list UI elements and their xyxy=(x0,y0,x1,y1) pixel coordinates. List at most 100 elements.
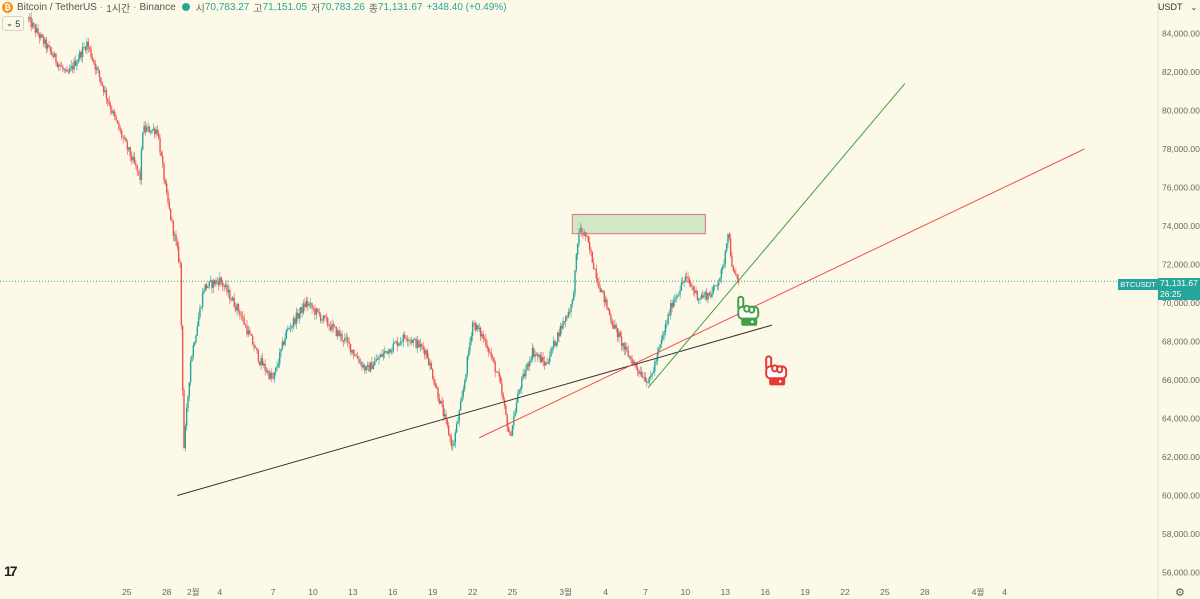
currency-selector[interactable]: USDT ⌄ xyxy=(1158,0,1200,14)
candle-body xyxy=(289,328,292,329)
candle-body xyxy=(295,312,298,325)
candle-body xyxy=(187,396,189,409)
candle-body xyxy=(705,292,708,300)
y-tick-label: 56,000.00 xyxy=(1162,568,1200,578)
candle-body xyxy=(654,362,656,372)
candle-body xyxy=(345,337,347,339)
x-tick-label: 28 xyxy=(162,587,172,597)
candle-body xyxy=(401,341,403,343)
x-tick-label: 25 xyxy=(122,587,132,597)
candle-body xyxy=(416,340,419,348)
candle-body xyxy=(618,332,620,338)
candle-body xyxy=(429,363,431,366)
candle-body xyxy=(166,183,168,193)
candle-body xyxy=(732,266,734,271)
candle-body xyxy=(415,338,417,348)
interval-label[interactable]: 1시간 xyxy=(106,3,131,15)
candle-body xyxy=(596,278,599,282)
candle-body xyxy=(485,338,487,346)
candle-body xyxy=(45,39,48,49)
candle-body xyxy=(321,319,323,321)
candle-body xyxy=(554,340,556,346)
candle-body xyxy=(587,236,590,243)
y-tick-label: 68,000.00 xyxy=(1162,337,1200,347)
candle-body xyxy=(180,262,183,326)
candle-body xyxy=(562,321,564,329)
candle-body xyxy=(152,128,155,130)
candle-body xyxy=(538,355,540,357)
candle-body xyxy=(724,251,726,264)
candle-body xyxy=(230,299,232,301)
candle-body xyxy=(515,402,518,413)
candle-body xyxy=(205,284,208,289)
candle-body xyxy=(364,365,366,371)
candle-body xyxy=(140,149,143,180)
candle-body xyxy=(341,333,343,341)
candle-body xyxy=(630,356,632,360)
candle-body xyxy=(71,66,74,70)
candle-body xyxy=(729,238,732,256)
candle-body xyxy=(374,361,376,366)
candle-body xyxy=(179,261,181,263)
candle-body xyxy=(660,339,663,345)
candle-body xyxy=(595,268,597,279)
candle-body xyxy=(668,314,671,316)
candle-body xyxy=(305,301,308,308)
x-tick-label: 4 xyxy=(1002,587,1007,597)
candle-body xyxy=(413,338,416,340)
candle-body xyxy=(680,282,683,291)
candle-body xyxy=(91,57,94,60)
candle-body xyxy=(478,327,480,329)
candle-body xyxy=(309,303,312,305)
candle-body xyxy=(578,232,580,244)
candle-body xyxy=(439,400,442,404)
candle-body xyxy=(490,352,492,357)
candle-body xyxy=(451,445,454,446)
candle-body xyxy=(123,137,126,139)
x-tick-label: 3월 xyxy=(559,587,572,597)
candle-body xyxy=(411,340,413,343)
header-separator: · xyxy=(99,1,104,13)
candle-body xyxy=(678,294,680,296)
candle-body xyxy=(207,286,209,289)
gear-icon[interactable]: ⚙ xyxy=(1175,587,1185,599)
candle-body xyxy=(168,202,171,209)
candle-body xyxy=(352,349,355,355)
candle-body xyxy=(412,339,414,343)
tradingview-logo[interactable]: 17 xyxy=(4,563,18,579)
candle-body xyxy=(276,366,278,368)
candle-body xyxy=(378,357,380,360)
candle-body xyxy=(652,371,655,374)
candle-body xyxy=(531,348,534,360)
candle-body xyxy=(622,343,624,346)
candle-body xyxy=(354,354,356,357)
candle-body xyxy=(505,405,507,415)
candle-body xyxy=(251,335,254,345)
candle-body xyxy=(183,390,185,449)
indicator-toggle-button[interactable]: ⌄ 5 xyxy=(2,16,24,31)
candle-body xyxy=(329,326,332,331)
candle-body xyxy=(402,334,404,342)
candle-body xyxy=(606,299,608,308)
candle-body xyxy=(114,111,116,117)
candle-body xyxy=(200,306,202,308)
candle-body xyxy=(405,337,407,340)
candle-body xyxy=(493,357,495,362)
candle-body xyxy=(160,152,163,156)
candle-body xyxy=(579,227,582,233)
candle-body xyxy=(506,414,508,428)
currency-label: USDT xyxy=(1158,2,1183,12)
symbol-name[interactable]: Bitcoin / TetherUS xyxy=(17,1,97,13)
candle-body xyxy=(100,77,102,83)
candle-body xyxy=(425,350,427,355)
y-tick-label: 74,000.00 xyxy=(1162,221,1200,231)
candle-body xyxy=(455,423,458,433)
candle-body xyxy=(608,310,611,315)
candle-body xyxy=(486,345,488,349)
candle-body xyxy=(86,41,88,51)
candle-body xyxy=(717,281,720,286)
candle-body xyxy=(234,306,237,311)
candle-body xyxy=(267,371,269,373)
candle-body xyxy=(173,234,176,236)
